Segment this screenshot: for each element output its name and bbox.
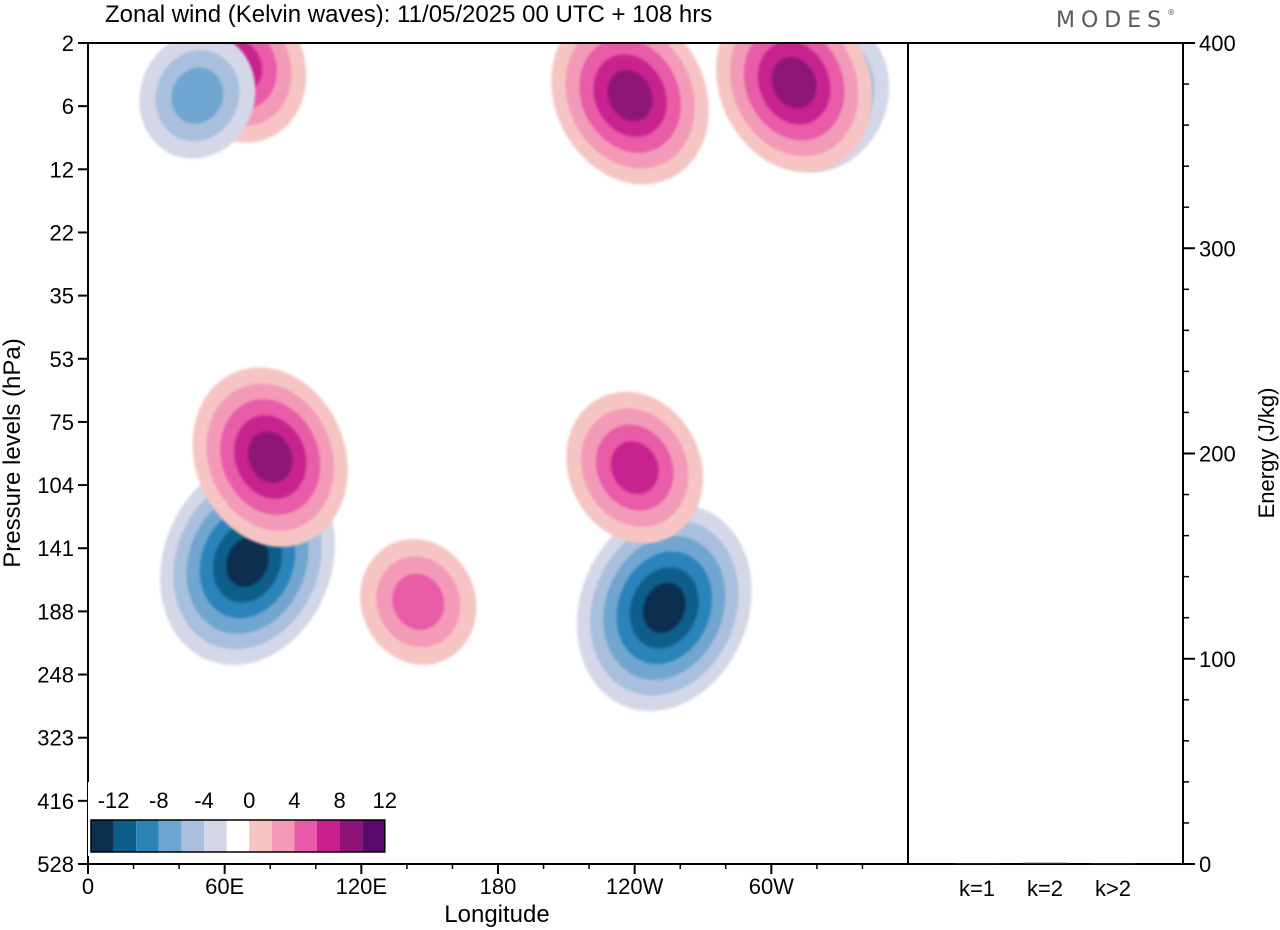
- energy-bar: [955, 863, 999, 865]
- energy-panel: 0 100 200 300 400 k=1 k=2 k>2 Energy (J/kg): [907, 31, 1279, 901]
- colorbar-label: 0: [243, 788, 255, 813]
- brand-text: MODES: [1056, 8, 1168, 33]
- contour-band: [392, 573, 445, 630]
- hovmoller-panel: 0 60E 120E 180 120W 60W 2 6 12 22 35 53 75 104 141 188…: [0, 31, 909, 928]
- colorbar-label: 12: [373, 788, 397, 813]
- colorbar-frame: [90, 819, 386, 853]
- colorbar-swatch: [271, 820, 295, 852]
- colorbar-swatch: [158, 820, 182, 852]
- y-tick-label: 104: [37, 473, 74, 498]
- colorbar-swatches: [90, 819, 386, 853]
- y-tick-label: 323: [37, 726, 74, 751]
- colorbar-label: -4: [194, 788, 214, 813]
- colorbar-swatch: [226, 820, 250, 852]
- y-axis-label: Pressure levels (hPa): [0, 338, 26, 567]
- colorbar-legend: -12 -8 -4 0 4 8 12: [88, 782, 397, 856]
- energy-y-axis: 0 100 200 300 400: [1183, 31, 1236, 877]
- y-tick-label: 141: [37, 536, 74, 561]
- x-axis: 0 60E 120E 180 120W 60W: [82, 864, 864, 899]
- energy-bar: [1023, 862, 1067, 864]
- energy-category-label: k>2: [1095, 876, 1131, 901]
- y-tick-label: 22: [50, 220, 74, 245]
- y-tick-label: 416: [37, 789, 74, 814]
- contour-band: [248, 431, 293, 483]
- y-axis: 2 6 12 22 35 53 75 104 141 188 248 323 416 528: [37, 31, 88, 877]
- colorbar-swatch: [249, 820, 272, 852]
- energy-tick-label: 100: [1199, 647, 1236, 672]
- energy-axis-label: Energy (J/kg): [1254, 388, 1279, 519]
- colorbar-swatch: [317, 820, 340, 852]
- contour-band: [643, 582, 686, 633]
- x-tick-label: 180: [480, 874, 517, 899]
- modes-logo: MODES®: [1056, 8, 1175, 33]
- colorbar-swatch: [339, 820, 363, 852]
- contour-band: [610, 441, 659, 494]
- colorbar-swatch: [181, 820, 204, 852]
- energy-tick-label: 400: [1199, 31, 1236, 56]
- colorbar-swatch: [136, 820, 159, 852]
- y-tick-label: 75: [50, 410, 74, 435]
- contour-band: [607, 70, 653, 122]
- contour-band: [171, 67, 224, 124]
- x-axis-label: Longitude: [444, 901, 549, 928]
- energy-category-label: k=2: [1027, 876, 1063, 901]
- colorbar-label: 8: [333, 788, 345, 813]
- x-tick-label: 120W: [606, 874, 664, 899]
- energy-x-axis: k=1 k=2 k>2: [959, 876, 1131, 901]
- y-tick-label: 35: [50, 284, 74, 309]
- y-tick-label: 6: [62, 94, 74, 119]
- x-tick-label: 60W: [749, 874, 794, 899]
- colorbar-swatch: [362, 820, 385, 852]
- registered-mark-icon: ®: [1167, 7, 1176, 17]
- energy-tick-label: 0: [1199, 852, 1211, 877]
- x-tick-label: 0: [82, 874, 94, 899]
- energy-category-label: k=1: [959, 876, 995, 901]
- y-tick-label: 528: [37, 852, 74, 877]
- y-tick-label: 188: [37, 599, 74, 624]
- y-tick-label: 12: [50, 157, 74, 182]
- colorbar-label: 4: [288, 788, 300, 813]
- wind-contours: [139, 43, 890, 712]
- colorbar-swatch: [91, 820, 114, 852]
- colorbar-labels: -12 -8 -4 0 4 8 12: [98, 788, 397, 813]
- chart-title: Zonal wind (Kelvin waves): 11/05/2025 00…: [105, 1, 712, 28]
- colorbar-label: -8: [149, 788, 169, 813]
- y-tick-label: 248: [37, 663, 74, 688]
- energy-bars: [955, 862, 1135, 865]
- contour-band: [771, 57, 817, 109]
- colorbar-swatch: [294, 820, 317, 852]
- x-tick-label: 120E: [336, 874, 387, 899]
- y-tick-label: 2: [62, 31, 74, 56]
- colorbar-swatch: [204, 820, 227, 852]
- contour-band: [226, 536, 269, 587]
- energy-tick-label: 300: [1199, 236, 1236, 261]
- colorbar-label: -12: [98, 788, 130, 813]
- x-tick-label: 60E: [205, 874, 244, 899]
- energy-bar: [1091, 863, 1135, 865]
- energy-tick-label: 200: [1199, 442, 1236, 467]
- colorbar-swatch: [113, 820, 137, 852]
- y-tick-label: 53: [50, 347, 74, 372]
